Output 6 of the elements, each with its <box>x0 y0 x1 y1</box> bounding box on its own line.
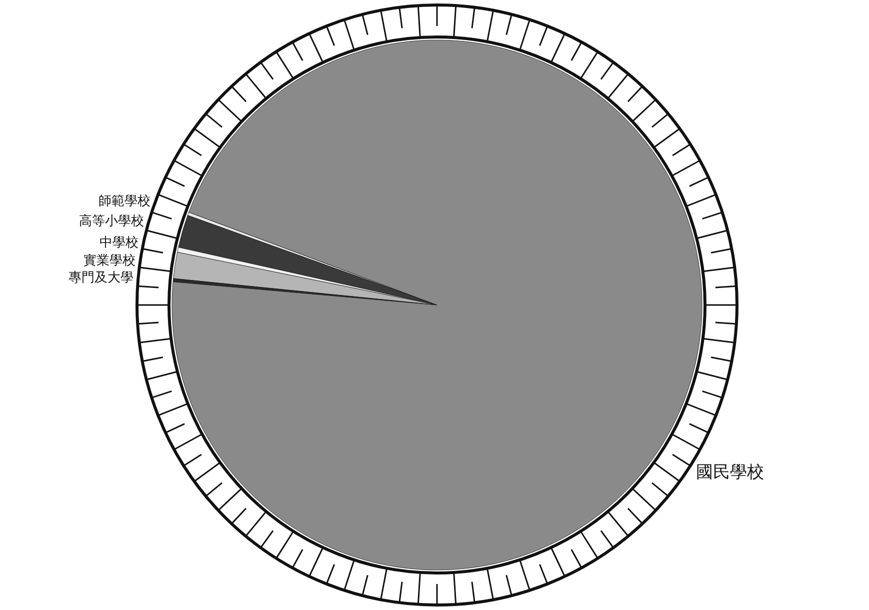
slice-label: 實業學校 <box>83 253 136 268</box>
legend-label: 國民學校 <box>696 462 764 483</box>
slice-label: 師範學校 <box>98 194 151 209</box>
slice-label: 中學校 <box>100 235 139 250</box>
slice-label: 高等小學校 <box>79 213 144 230</box>
slice-label: 專門及大學 <box>68 270 134 286</box>
